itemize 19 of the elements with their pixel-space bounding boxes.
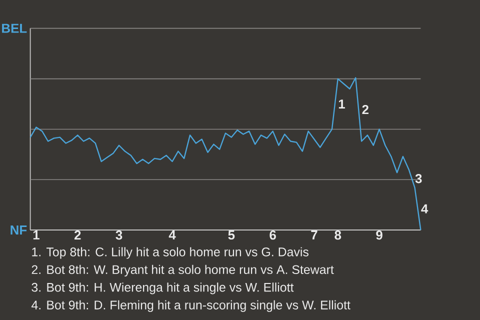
x-tick-label: 8 bbox=[334, 230, 342, 240]
x-tick-label: 4 bbox=[168, 230, 176, 240]
x-tick-label: 1 bbox=[33, 230, 40, 240]
annotation: 3 bbox=[415, 174, 422, 184]
x-tick-label: 5 bbox=[228, 230, 235, 240]
ref-line-label: BEL bbox=[2, 24, 27, 33]
text: 2. Bot 8th: W. Bryant hit a solo home run vs A. Stewart bbox=[32, 264, 334, 276]
annotation: 2 bbox=[362, 104, 368, 114]
ref-line-label: NF bbox=[10, 226, 27, 234]
text: 3. Bot 9th: H. Wierenga hit a single vs W. Elliott bbox=[32, 282, 294, 294]
x-tick-label: 3 bbox=[116, 230, 122, 240]
x-tick-label: 6 bbox=[270, 230, 276, 240]
x-tick-label: 9 bbox=[376, 230, 382, 240]
x-tick-label: 2 bbox=[74, 230, 81, 240]
text: 4. Bot 9th: D. Fleming hit a run-scoring single vs W. Elliott bbox=[31, 300, 350, 312]
annotation: 1 bbox=[338, 100, 345, 108]
annotation: 4 bbox=[421, 204, 428, 214]
text: 1. Top 8th: C. Lilly hit a solo home run vs G. Davis bbox=[32, 247, 308, 259]
x-tick-label: 7 bbox=[311, 230, 318, 240]
